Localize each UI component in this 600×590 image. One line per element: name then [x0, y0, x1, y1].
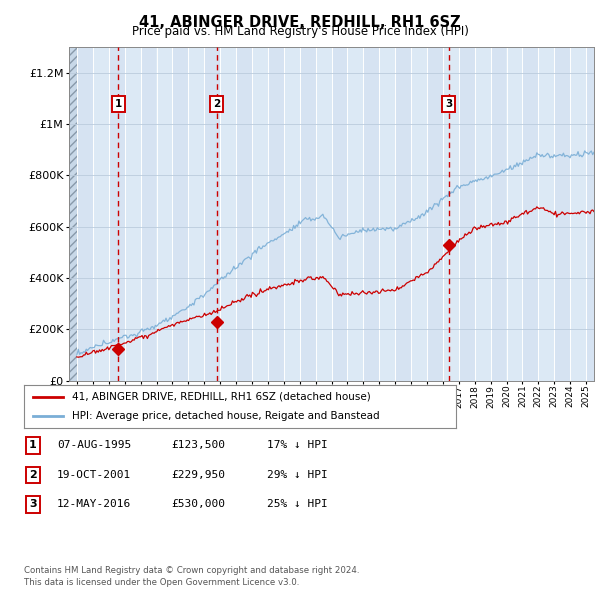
- Bar: [491, 47, 506, 381]
- Text: 29% ↓ HPI: 29% ↓ HPI: [267, 470, 328, 480]
- Text: 41, ABINGER DRIVE, REDHILL, RH1 6SZ (detached house): 41, ABINGER DRIVE, REDHILL, RH1 6SZ (det…: [71, 392, 370, 402]
- Bar: [204, 47, 220, 381]
- Bar: [523, 47, 538, 381]
- Bar: [459, 47, 475, 381]
- Text: 1: 1: [115, 99, 122, 109]
- Bar: [236, 47, 252, 381]
- Bar: [268, 47, 284, 381]
- Text: 25% ↓ HPI: 25% ↓ HPI: [267, 500, 328, 509]
- Bar: [172, 47, 188, 381]
- Bar: [395, 47, 411, 381]
- Text: 3: 3: [445, 99, 452, 109]
- Bar: [140, 47, 157, 381]
- Text: 41, ABINGER DRIVE, REDHILL, RH1 6SZ: 41, ABINGER DRIVE, REDHILL, RH1 6SZ: [139, 15, 461, 30]
- Text: 2: 2: [29, 470, 37, 480]
- Text: Price paid vs. HM Land Registry's House Price Index (HPI): Price paid vs. HM Land Registry's House …: [131, 25, 469, 38]
- Text: £229,950: £229,950: [171, 470, 225, 480]
- Bar: [427, 47, 443, 381]
- Text: HPI: Average price, detached house, Reigate and Banstead: HPI: Average price, detached house, Reig…: [71, 411, 379, 421]
- Bar: [299, 47, 316, 381]
- Text: Contains HM Land Registry data © Crown copyright and database right 2024.
This d: Contains HM Land Registry data © Crown c…: [24, 566, 359, 587]
- Text: 2: 2: [214, 99, 221, 109]
- Bar: [69, 47, 77, 381]
- Text: £530,000: £530,000: [171, 500, 225, 509]
- Text: 19-OCT-2001: 19-OCT-2001: [57, 470, 131, 480]
- Text: 07-AUG-1995: 07-AUG-1995: [57, 441, 131, 450]
- Bar: [77, 47, 93, 381]
- Bar: [364, 47, 379, 381]
- Bar: [109, 47, 125, 381]
- Bar: [586, 47, 600, 381]
- Text: 1: 1: [29, 441, 37, 450]
- Bar: [554, 47, 570, 381]
- Text: 12-MAY-2016: 12-MAY-2016: [57, 500, 131, 509]
- Bar: [331, 47, 347, 381]
- Text: 17% ↓ HPI: 17% ↓ HPI: [267, 441, 328, 450]
- Text: £123,500: £123,500: [171, 441, 225, 450]
- Text: 3: 3: [29, 500, 37, 509]
